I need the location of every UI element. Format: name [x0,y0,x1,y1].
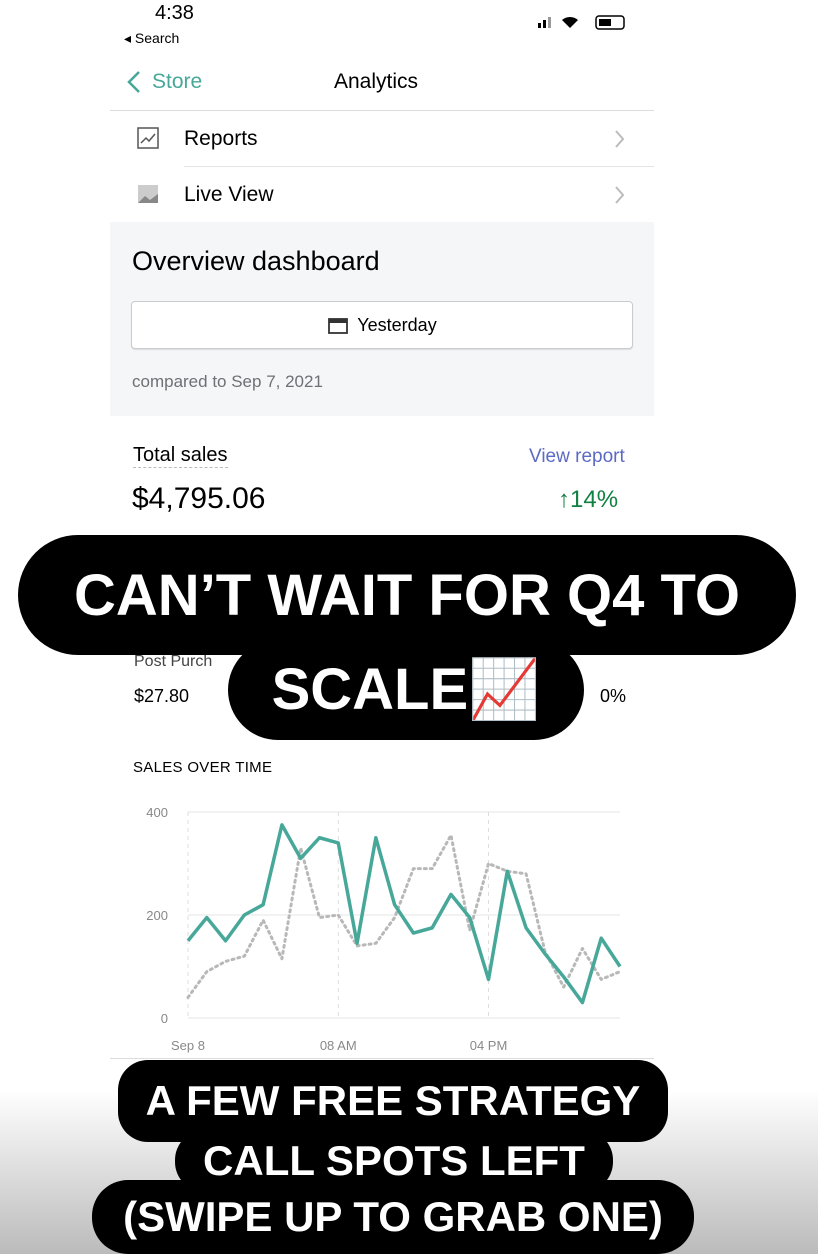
y-tick-label: 400 [146,805,168,820]
compared-text: compared to Sep 7, 2021 [132,372,323,391]
y-tick-label: 0 [161,1011,168,1026]
nav-title: Analytics [334,70,419,93]
status-time: 4:38 [155,2,194,24]
status-back-label[interactable]: Search [134,30,180,46]
overlay-caption: SCALE📈 [228,640,584,740]
back-chevron[interactable] [126,70,142,94]
reports-icon [137,127,159,149]
x-tick-label: Sep 8 [171,1038,205,1053]
metric-label: Post Purch [134,653,213,670]
overlay-caption: CAN’T WAIT FOR Q4 TO [18,535,796,655]
metric-value: $4,795.06 [132,482,266,515]
chart: 0 200 400 Sep 8 08 AM 04 PM [146,805,622,1053]
x-tick-label: 04 PM [470,1038,508,1053]
date-button[interactable]: Yesterday [131,301,633,349]
x-tick-label: 08 AM [320,1038,357,1053]
chevron [615,130,625,148]
metric-change: 0% [600,686,627,706]
metric-value: $27.80 [134,686,190,706]
metric-change-value: 14% [570,486,619,513]
date-label[interactable]: Yesterday [357,314,437,335]
view-report-link[interactable]: View report [529,446,625,467]
overview-title: Overview dashboard [132,246,380,276]
metric-label: Total sales [133,444,228,468]
divider [184,166,654,167]
overlay-caption: A FEW FREE STRATEGY [118,1060,668,1142]
divider [110,110,654,111]
calendar-icon [328,318,349,334]
line-series [186,823,622,1005]
metric-change: ↑14% [558,486,619,513]
status-icons [538,15,625,30]
nav-back[interactable]: Store [152,70,203,93]
menu-item[interactable]: Live View [184,183,274,206]
status-back[interactable]: ◂ Search [124,30,180,46]
y-tick-label: 200 [146,908,168,923]
menu-item[interactable]: Reports [184,127,258,150]
overlay-caption: (SWIPE UP TO GRAB ONE) [92,1180,694,1254]
chevron [615,186,625,204]
live-view-icon [138,185,158,203]
chart-title: SALES OVER TIME [133,759,273,776]
divider [110,1058,654,1059]
